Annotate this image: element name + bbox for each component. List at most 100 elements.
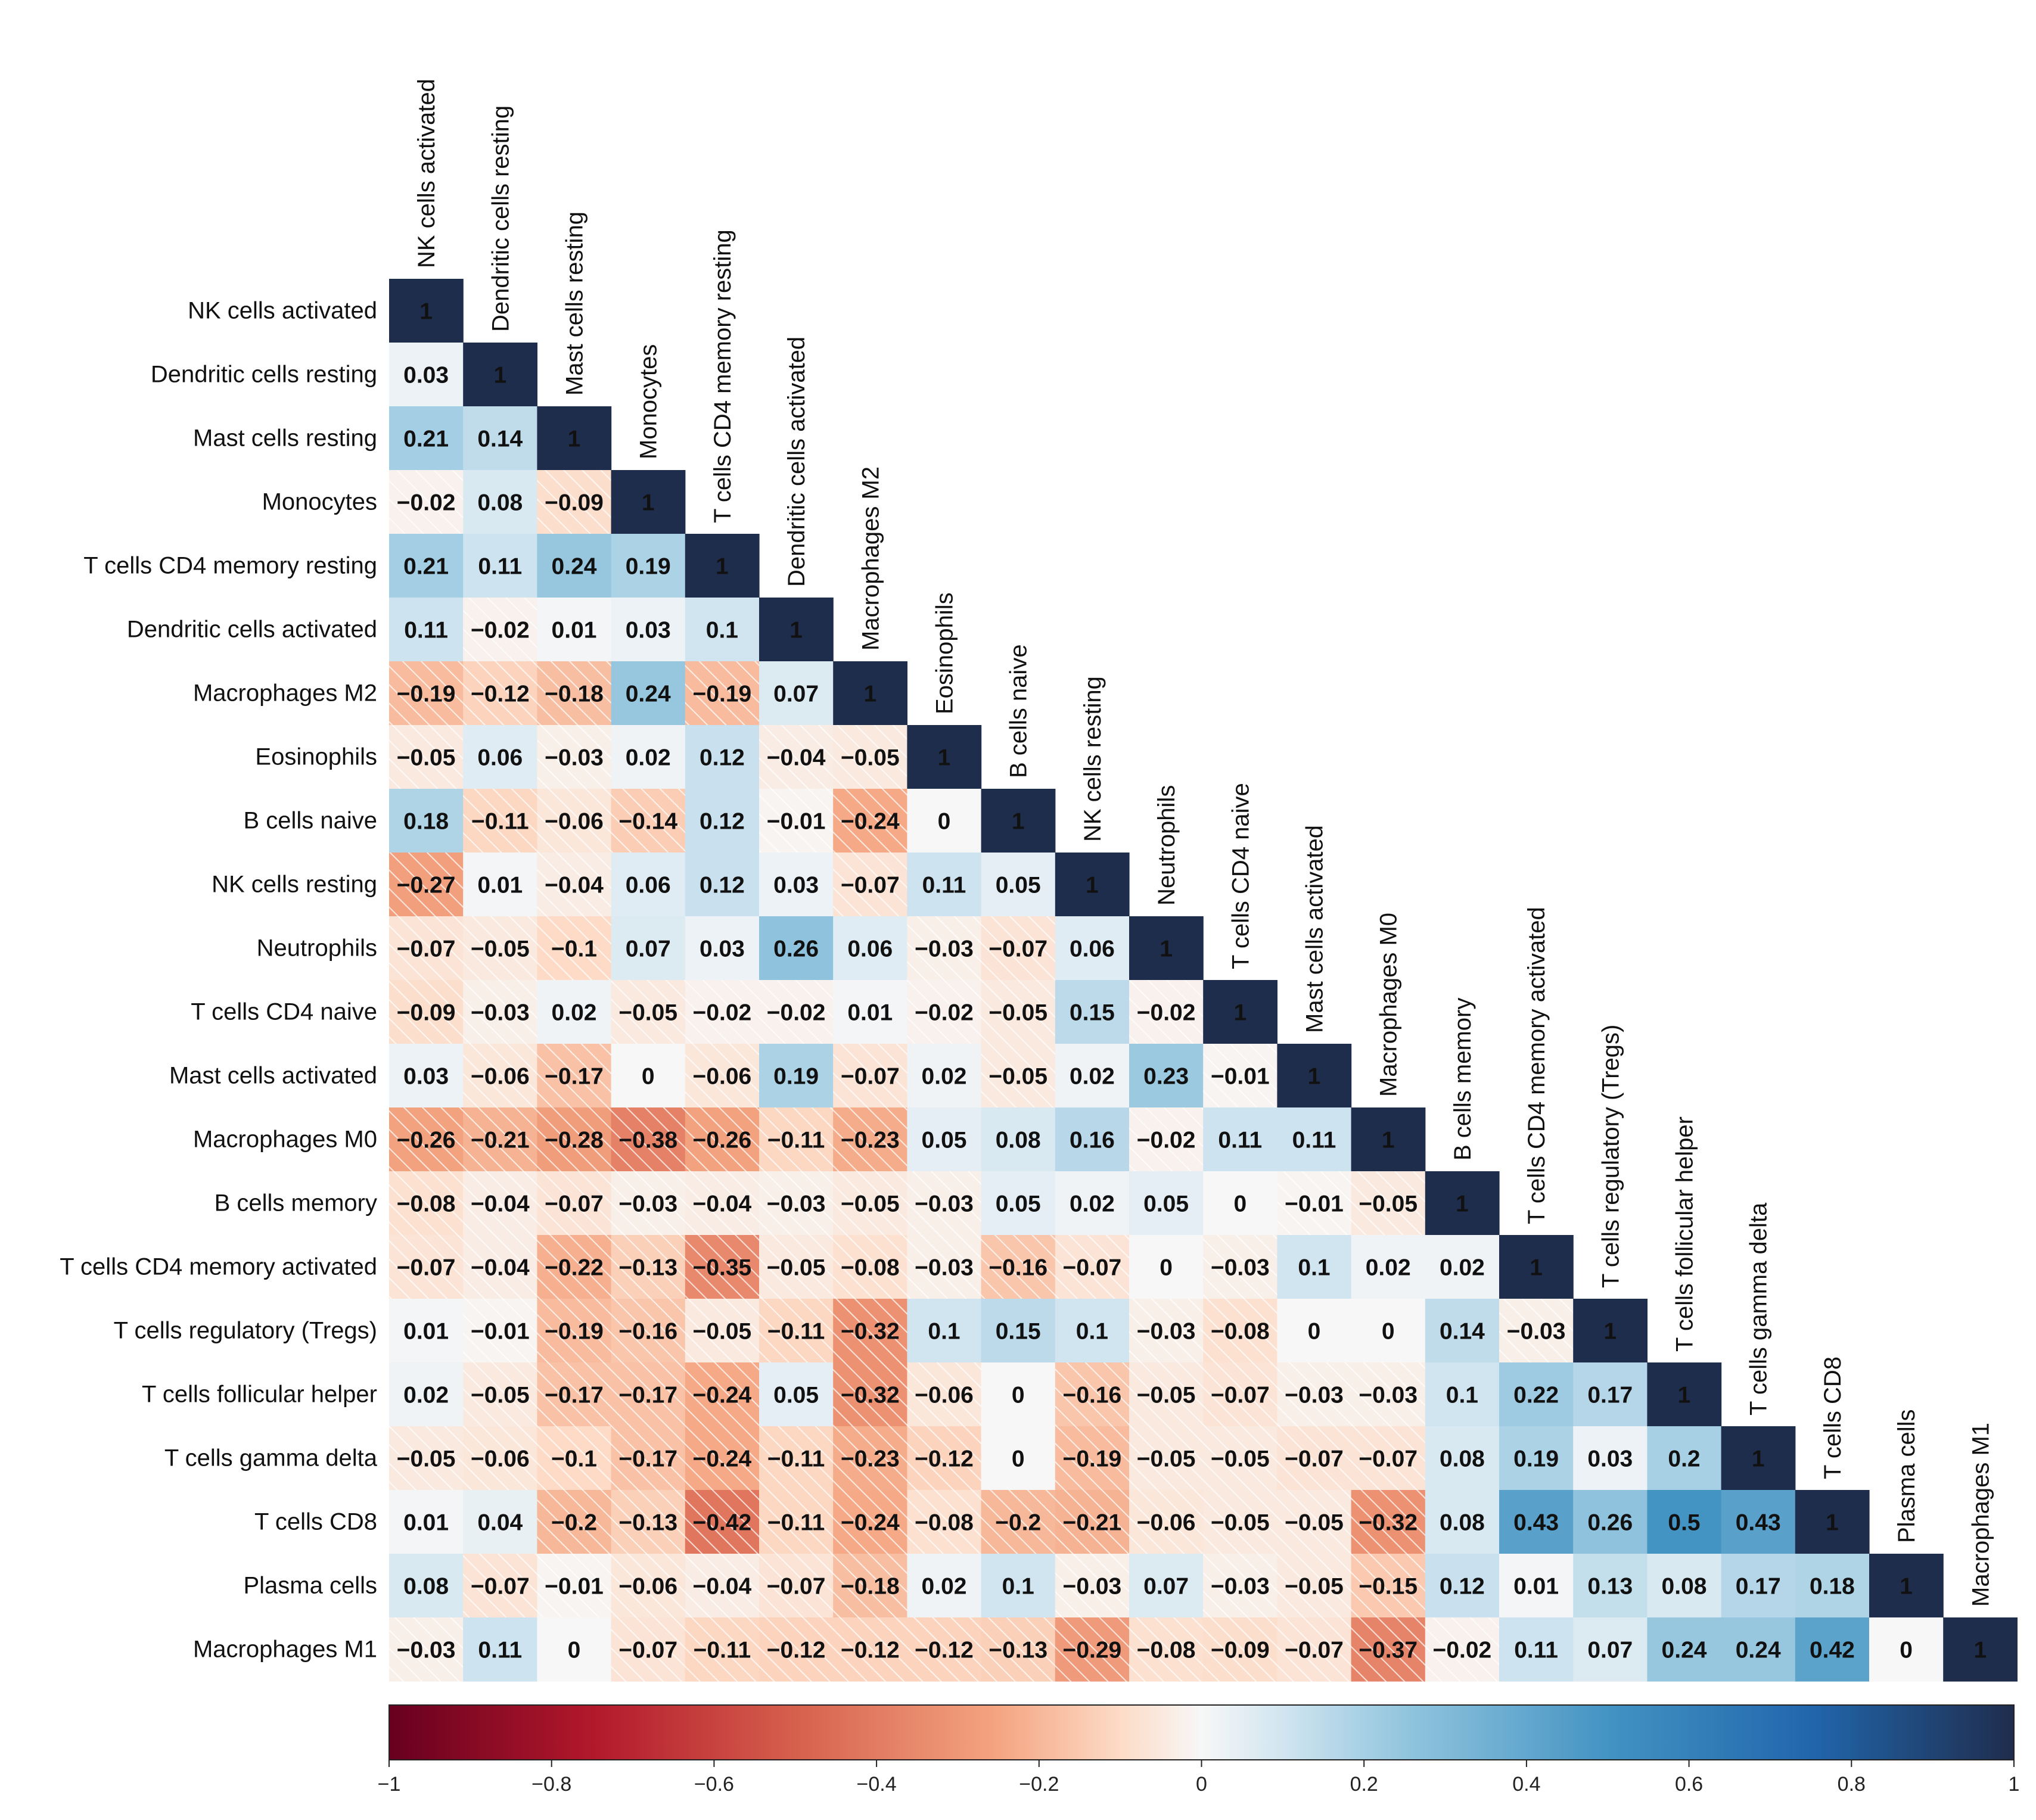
negative-hatch xyxy=(833,789,907,853)
heatmap-cell xyxy=(463,470,537,534)
negative-hatch xyxy=(611,1617,686,1682)
negative-hatch xyxy=(1129,1362,1204,1427)
heatmap-cell xyxy=(1573,1362,1648,1427)
cell-value-label: −0.07 xyxy=(618,1638,677,1663)
colorbar-tick-label: −0.8 xyxy=(531,1773,571,1796)
heatmap-cell xyxy=(759,853,834,917)
cell-value-label: −0.03 xyxy=(1137,1319,1196,1345)
cell-value-label: 0.13 xyxy=(1587,1574,1633,1600)
heatmap-cell xyxy=(537,980,612,1044)
cell-value-label: 0.18 xyxy=(1810,1574,1855,1600)
negative-hatch xyxy=(389,853,464,917)
negative-hatch xyxy=(759,789,834,853)
cell-value-label: −0.05 xyxy=(618,1000,677,1026)
cell-value-label: −0.19 xyxy=(545,1319,604,1345)
row-label: Macrophages M2 xyxy=(193,680,377,707)
heatmap-cell xyxy=(759,916,834,981)
negative-hatch xyxy=(833,1490,907,1554)
heatmap-cell xyxy=(1277,1044,1352,1108)
heatmap-cell xyxy=(1869,1617,1944,1682)
cell-value-label: 0 xyxy=(1160,1255,1173,1281)
negative-hatch xyxy=(537,1299,612,1363)
negative-hatch xyxy=(537,853,612,917)
cell-value-label: 1 xyxy=(1900,1574,1913,1600)
cell-value-label: 1 xyxy=(1826,1510,1839,1536)
heatmap-cell xyxy=(1425,1554,1500,1618)
negative-hatch xyxy=(907,916,982,981)
negative-hatch xyxy=(389,725,464,789)
column-label: Monocytes xyxy=(636,344,662,459)
cell-value-label: −0.06 xyxy=(618,1574,677,1600)
cell-value-label: −0.02 xyxy=(1433,1638,1492,1663)
column-label: T cells CD8 xyxy=(1820,1357,1846,1479)
row-label: Macrophages M0 xyxy=(193,1127,377,1153)
negative-hatch xyxy=(981,1490,1056,1554)
cell-value-label: −0.28 xyxy=(545,1128,604,1153)
cell-value-label: −0.32 xyxy=(841,1383,900,1408)
cell-value-label: −0.11 xyxy=(694,1638,751,1663)
negative-hatch xyxy=(1351,1617,1426,1682)
cell-value-label: −0.07 xyxy=(841,1064,900,1090)
heatmap-cell xyxy=(685,916,760,981)
cell-value-label: −0.12 xyxy=(767,1638,826,1663)
heatmap-cell xyxy=(389,534,464,598)
cell-value-label: 1 xyxy=(1678,1383,1691,1408)
negative-hatch xyxy=(611,980,686,1044)
cell-value-label: 0 xyxy=(568,1638,581,1663)
negative-hatch xyxy=(463,661,537,726)
heatmap-cell xyxy=(611,916,686,981)
negative-hatch xyxy=(463,1299,537,1363)
negative-hatch xyxy=(1499,1299,1574,1363)
cell-value-label: −0.05 xyxy=(841,745,900,771)
cell-value-label: −0.15 xyxy=(1359,1574,1418,1600)
negative-hatch xyxy=(463,1235,537,1299)
cell-value-label: 1 xyxy=(1456,1191,1469,1217)
heatmap-cell xyxy=(611,853,686,917)
cell-value-label: −0.13 xyxy=(618,1255,677,1281)
cell-value-label: 0 xyxy=(938,809,951,835)
heatmap-cell xyxy=(981,1362,1056,1427)
cell-value-label: 0.03 xyxy=(403,363,449,388)
row-label: T cells CD8 xyxy=(254,1509,377,1535)
negative-hatch xyxy=(907,1617,982,1682)
cell-value-label: 0.05 xyxy=(996,873,1041,898)
row-label: T cells gamma delta xyxy=(164,1445,378,1471)
cell-value-label: 0.02 xyxy=(1070,1064,1115,1090)
heatmap-cell xyxy=(907,1299,982,1363)
cell-value-label: −0.12 xyxy=(471,682,530,707)
heatmap-cell xyxy=(1129,916,1204,981)
cell-value-label: −0.05 xyxy=(989,1000,1047,1026)
cell-value-label: 0.19 xyxy=(626,554,671,580)
cell-value-label: 0.12 xyxy=(1440,1574,1485,1600)
cell-value-label: −0.26 xyxy=(693,1128,752,1153)
negative-hatch xyxy=(1277,1426,1352,1491)
heatmap-cell xyxy=(1351,1107,1426,1172)
negative-hatch xyxy=(685,1107,760,1172)
cell-value-label: 0.5 xyxy=(1668,1510,1700,1536)
cell-value-label: −0.02 xyxy=(397,490,456,516)
cell-value-label: −0.07 xyxy=(397,937,456,962)
cell-value-label: 0.02 xyxy=(922,1064,967,1090)
row-label: Neutrophils xyxy=(257,935,377,962)
cell-value-label: 0.11 xyxy=(1514,1638,1558,1663)
cell-value-label: 0.05 xyxy=(996,1191,1041,1217)
heatmap-cell xyxy=(907,1044,982,1108)
cell-value-label: −0.07 xyxy=(1285,1446,1344,1472)
cell-value-label: 0.22 xyxy=(1513,1383,1559,1408)
cell-value-label: 0 xyxy=(1233,1191,1247,1217)
cell-value-label: −0.07 xyxy=(989,937,1047,962)
cell-value-label: −0.03 xyxy=(1211,1574,1270,1600)
cell-value-label: 0.24 xyxy=(626,682,671,707)
cell-value-label: 0.24 xyxy=(1662,1638,1707,1663)
negative-hatch xyxy=(1277,1554,1352,1618)
cell-value-label: −0.03 xyxy=(767,1191,826,1217)
cell-value-label: 0 xyxy=(1012,1446,1025,1472)
colorbar: −1 −0.8 −0.6 −0.4 −0.2 0 0.2 0.4 0.6 0.8 1 xyxy=(378,1704,2019,1796)
cell-value-label: −0.12 xyxy=(915,1638,974,1663)
negative-hatch xyxy=(389,1426,464,1491)
negative-hatch xyxy=(1129,1107,1204,1172)
cell-value-label: −0.2 xyxy=(995,1510,1041,1536)
cell-value-label: −0.08 xyxy=(1211,1319,1270,1345)
column-label: T cells CD4 memory resting xyxy=(710,229,736,523)
negative-hatch xyxy=(611,1235,686,1299)
